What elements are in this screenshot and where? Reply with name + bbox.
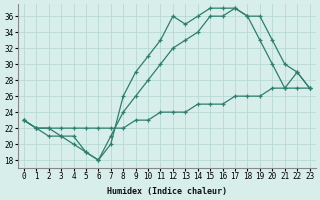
X-axis label: Humidex (Indice chaleur): Humidex (Indice chaleur) xyxy=(107,187,227,196)
